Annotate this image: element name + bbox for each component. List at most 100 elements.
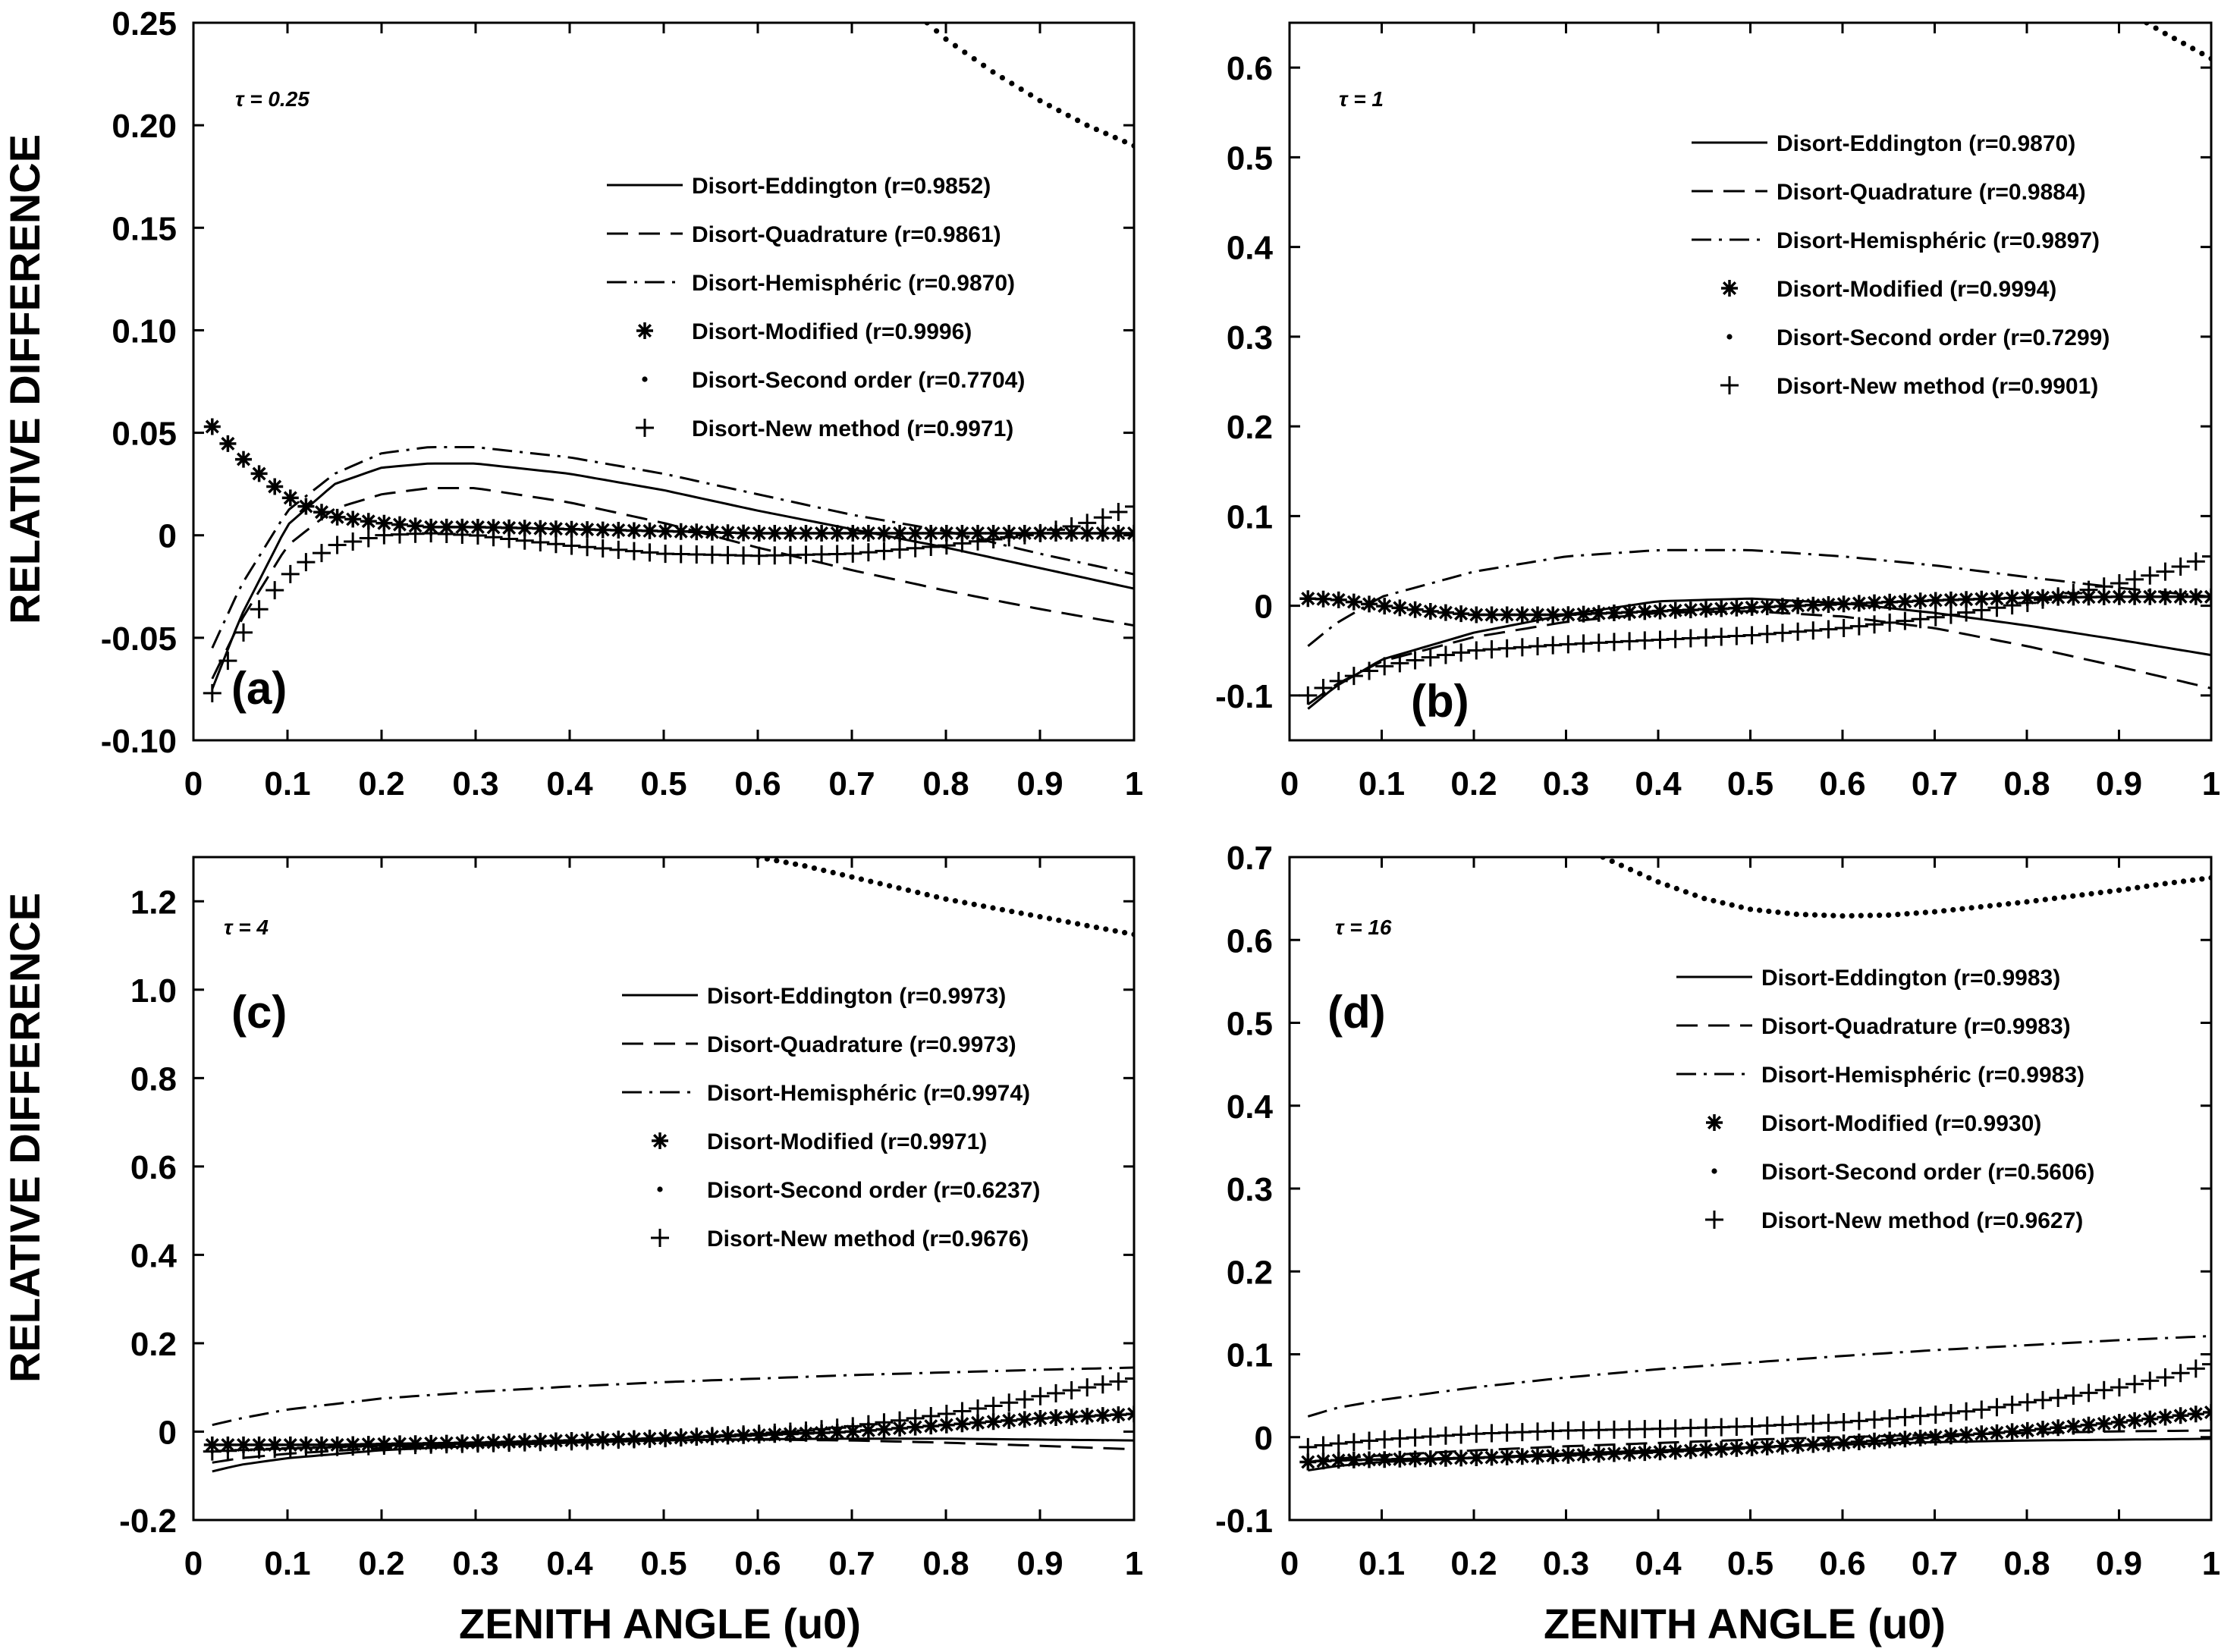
series-plus-marker: [1125, 1369, 1134, 1388]
series-asterisk-marker: [1513, 1448, 1531, 1465]
y-tick-label: -0.2: [119, 1503, 177, 1540]
series-asterisk-marker: [2157, 1409, 2174, 1426]
series-plus-marker: [922, 1406, 941, 1425]
series-asterisk-marker: [2095, 1415, 2113, 1432]
series-plus-marker: [1773, 623, 1792, 642]
series-plus-marker: [1697, 1418, 1716, 1437]
series-dots-marker: [2135, 884, 2141, 890]
x-tick-label: 0.4: [546, 765, 593, 802]
series-dots-marker: [2070, 893, 2076, 899]
legend-entry: Disort-Second order (r=0.6237): [707, 1178, 1040, 1203]
series-plus-marker: [234, 623, 253, 642]
series-plus-marker: [468, 1434, 487, 1453]
series-plus-marker: [749, 1424, 768, 1443]
series-plus-marker: [906, 539, 925, 557]
series-group: [1299, 23, 2211, 710]
series-asterisk-marker: [1079, 1408, 1096, 1425]
series-asterisk-marker: [1468, 606, 1485, 623]
series-asterisk-marker: [1126, 525, 1134, 542]
series-asterisk-marker: [1605, 605, 1623, 621]
series-dots-marker: [2144, 883, 2150, 890]
tau-label: τ = 0.25: [235, 87, 309, 111]
series-asterisk-marker: [1621, 1444, 1638, 1462]
series-dots-marker: [2097, 890, 2103, 896]
series-asterisk-marker: [1850, 595, 1868, 612]
series-asterisk-marker: [938, 525, 955, 542]
series-asterisk-marker: [1667, 601, 1684, 619]
series-dots-marker: [915, 890, 921, 896]
series-plus-marker: [2049, 587, 2068, 606]
series-plus-marker: [828, 545, 847, 564]
series-asterisk-marker: [1927, 1428, 1944, 1446]
legend-swatch-dots: [1711, 1168, 1717, 1174]
series-plus-marker: [796, 1421, 815, 1440]
series-asterisk-marker: [1682, 1442, 1699, 1459]
series-plus-marker: [1406, 651, 1425, 670]
series-plus-marker: [1109, 1372, 1128, 1391]
series-asterisk-marker: [922, 1418, 940, 1435]
series-asterisk-marker: [2126, 1412, 2144, 1429]
series-asterisk-marker: [1483, 1449, 1500, 1466]
x-tick-label: 0.9: [2096, 765, 2142, 802]
series-asterisk-marker: [766, 525, 784, 542]
series-plus-marker: [1544, 1421, 1563, 1440]
series-dots-marker: [905, 887, 911, 894]
series-plus-marker: [281, 1439, 300, 1458]
series-plus-marker: [781, 1422, 800, 1441]
series-plus-marker: [2064, 1387, 2083, 1405]
series-plus-marker: [1078, 1378, 1097, 1397]
series-asterisk-marker: [1866, 1432, 1883, 1449]
series-asterisk-marker: [2187, 588, 2204, 605]
series-dots-marker: [1046, 916, 1052, 922]
series-plus-marker: [2003, 596, 2022, 615]
legend: Disort-Eddington (r=0.9983) Disort-Quadra…: [1676, 966, 2094, 1233]
series-asterisk-marker: [1743, 598, 1761, 616]
legend-swatch-plus: [1720, 376, 1739, 394]
series-plus-marker: [593, 539, 612, 558]
series-plus-marker: [1620, 632, 1639, 651]
series-plus-marker: [406, 524, 425, 543]
series-asterisk-marker: [735, 524, 752, 542]
series-asterisk-marker: [1958, 1426, 1975, 1443]
x-tick-label: 1: [2202, 765, 2220, 802]
legend-entry: Disort-Eddington (r=0.9973): [707, 984, 1006, 1009]
series-plus-marker: [1360, 661, 1379, 680]
series-dots-marker: [1056, 917, 1062, 923]
series-dots-marker: [1757, 907, 1763, 913]
series-plus-marker: [1911, 1406, 1930, 1425]
series-plus-marker: [250, 1440, 269, 1459]
series-asterisk-marker: [1315, 590, 1332, 608]
series-dots-marker: [2199, 876, 2205, 882]
series-plus-marker: [1047, 1383, 1066, 1402]
x-tick-label: 0.3: [452, 1545, 498, 1582]
series-plus-marker: [203, 683, 221, 702]
series-dots-marker: [1131, 931, 1134, 937]
series-asterisk-marker: [1110, 1406, 1127, 1424]
series-asterisk-marker: [2203, 1404, 2211, 1421]
series-plus-marker: [1000, 1393, 1019, 1412]
series-asterisk-marker: [219, 435, 237, 452]
legend-swatch-dots: [657, 1186, 663, 1192]
x-tick-label: 0.9: [1016, 1545, 1063, 1582]
legend-entry: Disort-Eddington (r=0.9870): [1777, 131, 2075, 156]
series-dots-marker: [1093, 126, 1099, 133]
series-plus-marker: [1941, 605, 1960, 624]
y-tick-label: 0.15: [112, 210, 177, 247]
series-plus-marker: [515, 531, 534, 550]
series-plus-marker: [453, 1434, 472, 1453]
series-plus-marker: [953, 534, 972, 553]
series-asterisk-marker: [891, 525, 909, 542]
series-plus-marker: [1062, 1381, 1081, 1400]
chart-panel-4: 0 0.1 0.2 0.3 0.4 0.5 0.6 0.7 0.8 0.9 1-0.100.10.2…: [1215, 840, 2220, 1582]
series-asterisk-marker: [2172, 588, 2189, 605]
series-plus-marker: [1497, 1423, 1516, 1442]
series-plus-marker: [812, 545, 831, 564]
series-asterisk-marker: [953, 525, 971, 542]
series-dots-marker: [1839, 912, 1846, 919]
series-dashed-line: [212, 1438, 1134, 1464]
legend-entry: Disort-Second order (r=0.7704): [692, 368, 1025, 393]
series-plus-marker: [2156, 1368, 2175, 1387]
series-plus-marker: [203, 1442, 221, 1461]
y-tick-label: 0.4: [130, 1237, 178, 1274]
series-asterisk-marker: [1743, 1439, 1761, 1456]
